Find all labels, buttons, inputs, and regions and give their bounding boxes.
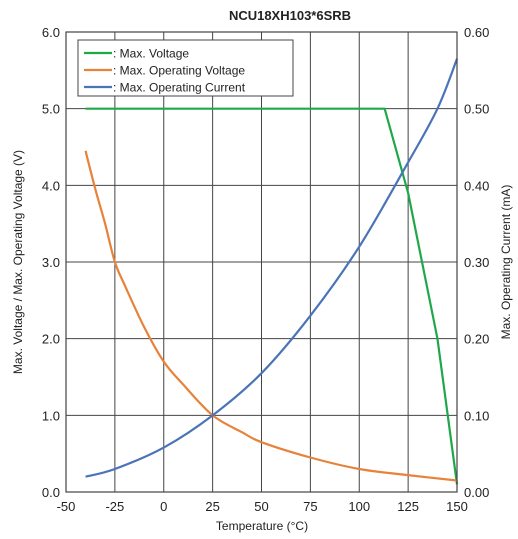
legend-label: : Max. Operating Voltage: [113, 64, 245, 78]
legend: : Max. Voltage : Max. Operating Voltage : …: [77, 39, 294, 97]
left-y-tick-label: 1.0: [42, 408, 60, 423]
right-y-tick-label: 0.20: [464, 332, 489, 347]
left-y-tick-label: 2.0: [42, 332, 60, 347]
x-tick-label: 0: [160, 499, 167, 514]
right-y-tick-label: 0.30: [464, 255, 489, 270]
x-axis-ticks: -50 -25 0 25 50 75 100 125 150: [57, 499, 468, 514]
right-y-tick-label: 0.00: [464, 485, 489, 500]
x-tick-label: 150: [446, 499, 468, 514]
series-line-1: [85, 107, 459, 485]
right-y-tick-label: 0.60: [464, 25, 489, 40]
series-lines: [84, 58, 459, 485]
legend-box: [77, 39, 294, 97]
left-y-tick-label: 0.0: [42, 485, 60, 500]
series-line-3: [85, 58, 459, 478]
right-y-axis-label: Max. Operating Current (mA): [499, 185, 513, 340]
x-tick-label: 75: [303, 499, 317, 514]
right-y-tick-label: 0.40: [464, 178, 489, 193]
x-tick-label: 125: [397, 499, 419, 514]
right-y-axis-ticks: 0.00 0.10 0.20 0.30 0.40 0.50 0.60: [464, 25, 489, 500]
left-y-tick-label: 6.0: [42, 25, 60, 40]
legend-label: : Max. Voltage: [113, 47, 189, 61]
chart-title: NCU18XH103*6SRB: [229, 8, 351, 23]
left-y-tick-label: 5.0: [42, 102, 60, 117]
right-y-tick-label: 0.50: [464, 102, 489, 117]
x-axis-label: Temperature (°C): [216, 519, 308, 533]
right-y-tick-label: 0.10: [464, 408, 489, 423]
x-tick-label: 100: [348, 499, 370, 514]
x-tick-label: 25: [205, 499, 219, 514]
legend-label: : Max. Operating Current: [113, 81, 246, 95]
x-tick-label: 50: [254, 499, 268, 514]
left-y-tick-label: 4.0: [42, 178, 60, 193]
x-tick-label: -25: [105, 499, 124, 514]
left-y-axis-ticks: 0.0 1.0 2.0 3.0 4.0 5.0 6.0: [42, 25, 60, 500]
series-line-2: [84, 150, 458, 482]
grid-lines: [66, 32, 457, 492]
left-y-tick-label: 3.0: [42, 255, 60, 270]
left-y-axis-label: Max. Voltage / Max. Operating Voltage (V…: [11, 150, 25, 374]
x-tick-label: -50: [57, 499, 76, 514]
plot-frame: [65, 31, 458, 493]
